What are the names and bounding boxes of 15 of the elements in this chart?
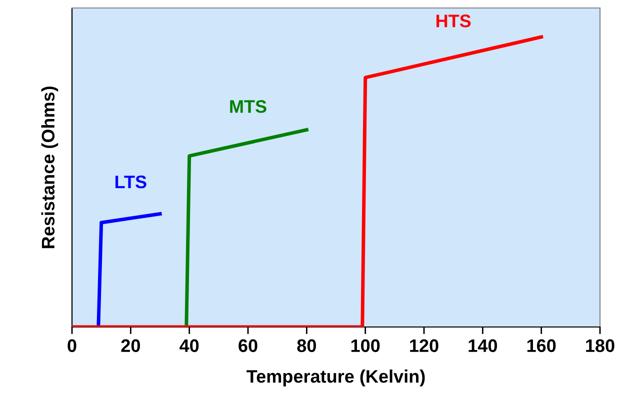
x-tick-label: 160: [527, 339, 556, 352]
x-tick-label: 20: [121, 339, 140, 352]
series-label: HTS: [436, 14, 471, 28]
series-label: MTS: [230, 100, 266, 113]
x-axis-title: Temperature (Kelvin): [246, 370, 425, 386]
x-tick-label: 80: [297, 339, 316, 352]
x-tick-label: 140: [468, 339, 497, 352]
x-tick-label: 180: [586, 339, 614, 352]
y-axis-title: Resistance (Ohms): [41, 86, 58, 248]
x-tick-label: 120: [410, 339, 438, 352]
x-tick-label: 100: [351, 339, 380, 352]
x-tick-label: 0: [68, 339, 76, 352]
x-tick-label: 60: [238, 339, 258, 352]
series-label: LTS: [115, 176, 146, 188]
x-tick-label: 40: [180, 339, 199, 352]
